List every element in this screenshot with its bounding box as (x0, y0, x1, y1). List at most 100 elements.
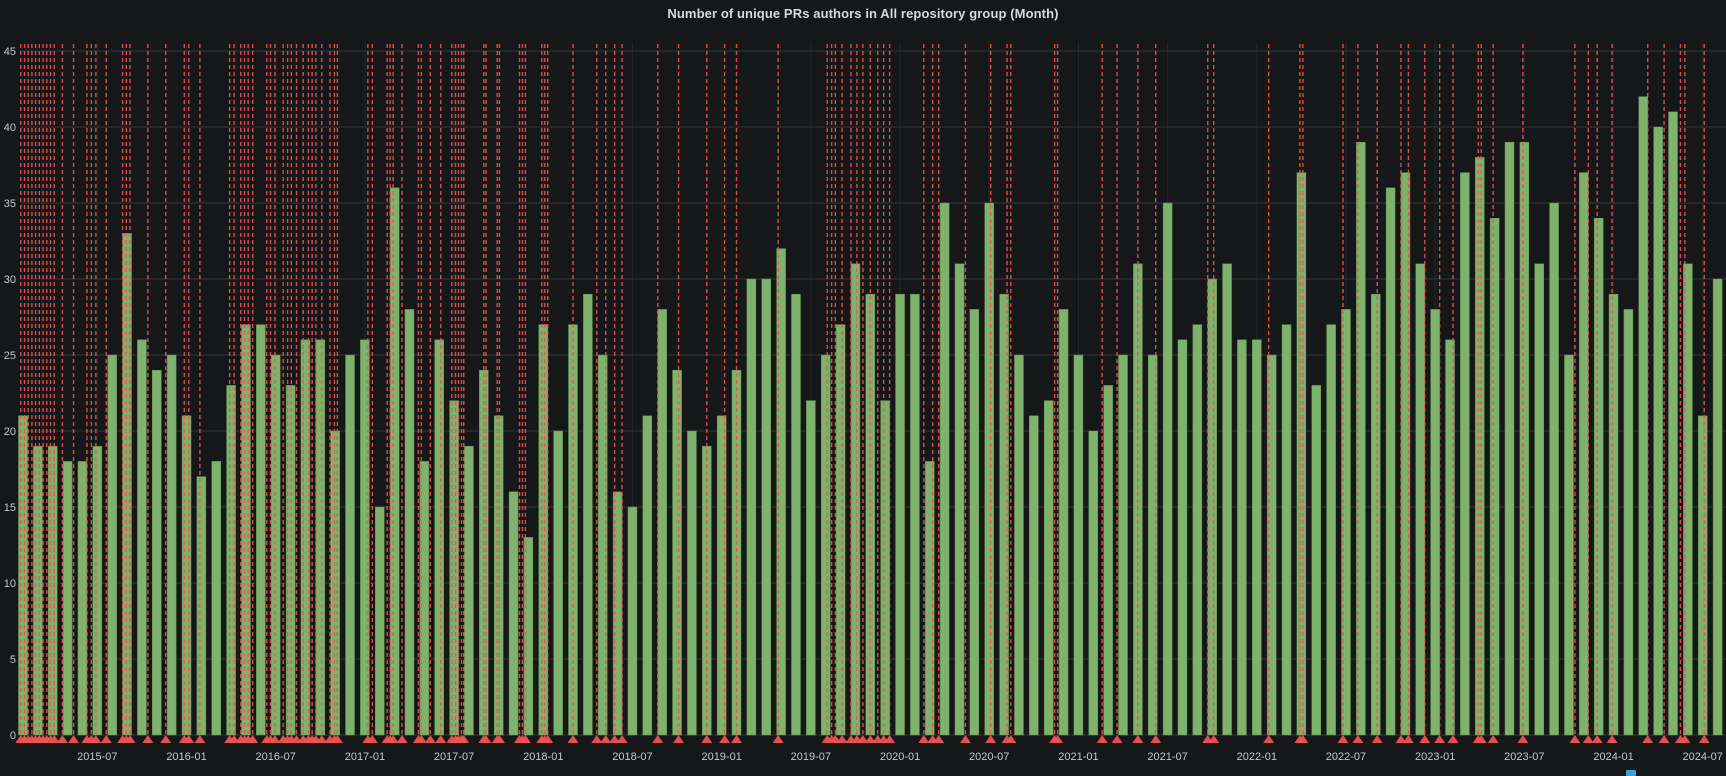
bar-2019-01[interactable] (716, 415, 727, 736)
bar-2021-11[interactable] (1222, 263, 1232, 736)
bar-2021-12[interactable] (1237, 339, 1247, 736)
bar-2021-03[interactable] (1103, 385, 1113, 736)
annotation-marker[interactable] (68, 735, 80, 743)
annotation-marker[interactable] (387, 735, 399, 743)
annotation-marker[interactable] (1352, 735, 1364, 743)
bar-2023-03[interactable] (1460, 172, 1470, 736)
bar-2023-02[interactable] (1445, 339, 1455, 736)
bar-2023-04[interactable] (1475, 157, 1485, 736)
bar-2023-07[interactable] (1519, 141, 1530, 736)
bar-2024-04[interactable] (1653, 126, 1663, 736)
bar-2016-07[interactable] (270, 354, 281, 736)
bar-2022-12[interactable] (1415, 263, 1426, 736)
annotation-marker[interactable] (1096, 735, 1108, 743)
annotation-marker[interactable] (493, 735, 505, 743)
annotation-marker[interactable] (366, 735, 378, 743)
annotation-marker[interactable] (1487, 735, 1499, 743)
bar-2022-03[interactable] (1281, 324, 1292, 736)
bar-2023-09[interactable] (1549, 202, 1559, 736)
bar-2016-05[interactable] (241, 324, 251, 736)
bar-2017-02[interactable] (375, 506, 385, 736)
bar-2023-06[interactable] (1504, 141, 1515, 736)
bar-2017-03[interactable] (389, 187, 400, 736)
annotation-marker[interactable] (160, 735, 172, 743)
bar-2020-11[interactable] (1043, 400, 1054, 736)
annotation-marker[interactable] (269, 735, 281, 743)
bar-2017-04[interactable] (404, 309, 415, 736)
bar-2020-12[interactable] (1058, 309, 1069, 736)
bar-2022-01[interactable] (1252, 339, 1262, 736)
bar-2022-07[interactable] (1341, 309, 1351, 736)
bar-2018-05[interactable] (597, 354, 608, 736)
annotation-marker[interactable] (652, 735, 664, 743)
bar-2021-09[interactable] (1192, 324, 1203, 736)
bar-2021-08[interactable] (1177, 339, 1188, 736)
bar-2015-09[interactable] (122, 233, 132, 736)
bar-2018-04[interactable] (583, 293, 593, 736)
annotation-marker[interactable] (1606, 735, 1618, 743)
bar-2015-03[interactable] (33, 445, 43, 736)
bar-2024-05[interactable] (1668, 111, 1678, 736)
bar-2019-08[interactable] (820, 354, 831, 736)
bar-2021-06[interactable] (1147, 354, 1158, 736)
bar-2022-04[interactable] (1296, 172, 1307, 736)
bar-2017-11[interactable] (508, 491, 519, 736)
annotation-marker[interactable] (1679, 735, 1691, 743)
annotation-marker[interactable] (90, 735, 102, 743)
bar-2019-07[interactable] (806, 400, 816, 736)
bar-2021-01[interactable] (1073, 354, 1084, 736)
annotation-marker[interactable] (918, 735, 930, 743)
bar-2024-07[interactable] (1697, 415, 1708, 736)
bar-2017-08[interactable] (464, 445, 474, 736)
bar-2017-05[interactable] (419, 461, 430, 736)
bar-2024-02[interactable] (1623, 309, 1634, 736)
bar-2023-10[interactable] (1564, 354, 1574, 736)
bar-2016-03[interactable] (211, 461, 221, 736)
annotation-marker[interactable] (1111, 735, 1123, 743)
bar-2019-05[interactable] (776, 248, 786, 736)
annotation-marker[interactable] (1642, 735, 1654, 743)
annotation-marker[interactable] (1658, 735, 1670, 743)
bar-2016-11[interactable] (330, 430, 340, 736)
annotation-marker[interactable] (1698, 735, 1710, 743)
bar-2016-04[interactable] (226, 385, 236, 736)
bar-2020-02[interactable] (910, 293, 920, 736)
bar-2019-03[interactable] (746, 278, 757, 736)
annotation-marker[interactable] (542, 735, 554, 743)
annotation-marker[interactable] (609, 735, 621, 743)
bar-2015-04[interactable] (47, 445, 58, 736)
bar-2021-02[interactable] (1088, 430, 1099, 736)
annotation-marker[interactable] (1475, 735, 1487, 743)
annotation-marker[interactable] (616, 735, 628, 743)
annotation-marker[interactable] (1582, 735, 1594, 743)
annotation-marker[interactable] (458, 735, 470, 743)
annotation-marker[interactable] (1150, 735, 1162, 743)
annotation-marker[interactable] (480, 735, 492, 743)
annotation-marker[interactable] (1419, 735, 1431, 743)
bar-2019-06[interactable] (791, 293, 801, 736)
annotation-marker[interactable] (142, 735, 154, 743)
bar-2018-08[interactable] (642, 415, 653, 736)
bar-2021-07[interactable] (1162, 202, 1173, 736)
bar-2020-05[interactable] (954, 263, 965, 736)
bar-2015-05[interactable] (62, 461, 73, 736)
annotation-marker[interactable] (331, 735, 343, 743)
annotation-marker[interactable] (959, 735, 971, 743)
annotation-marker[interactable] (48, 735, 60, 743)
bar-2022-09[interactable] (1370, 293, 1381, 736)
annotation-marker[interactable] (1569, 735, 1581, 743)
bar-2015-11[interactable] (152, 369, 162, 736)
annotation-marker[interactable] (316, 735, 328, 743)
annotation-marker[interactable] (600, 735, 612, 743)
bar-2018-09[interactable] (657, 309, 667, 736)
annotation-marker[interactable] (435, 735, 447, 743)
bar-2024-01[interactable] (1608, 293, 1619, 736)
annotation-marker[interactable] (247, 735, 259, 743)
annotation-marker[interactable] (1005, 735, 1017, 743)
annotation-marker[interactable] (183, 735, 195, 743)
bar-2019-10[interactable] (850, 263, 861, 736)
bar-2022-06[interactable] (1326, 324, 1336, 736)
annotation-marker[interactable] (985, 735, 997, 743)
bar-2022-10[interactable] (1385, 187, 1396, 736)
annotation-marker[interactable] (731, 735, 743, 743)
